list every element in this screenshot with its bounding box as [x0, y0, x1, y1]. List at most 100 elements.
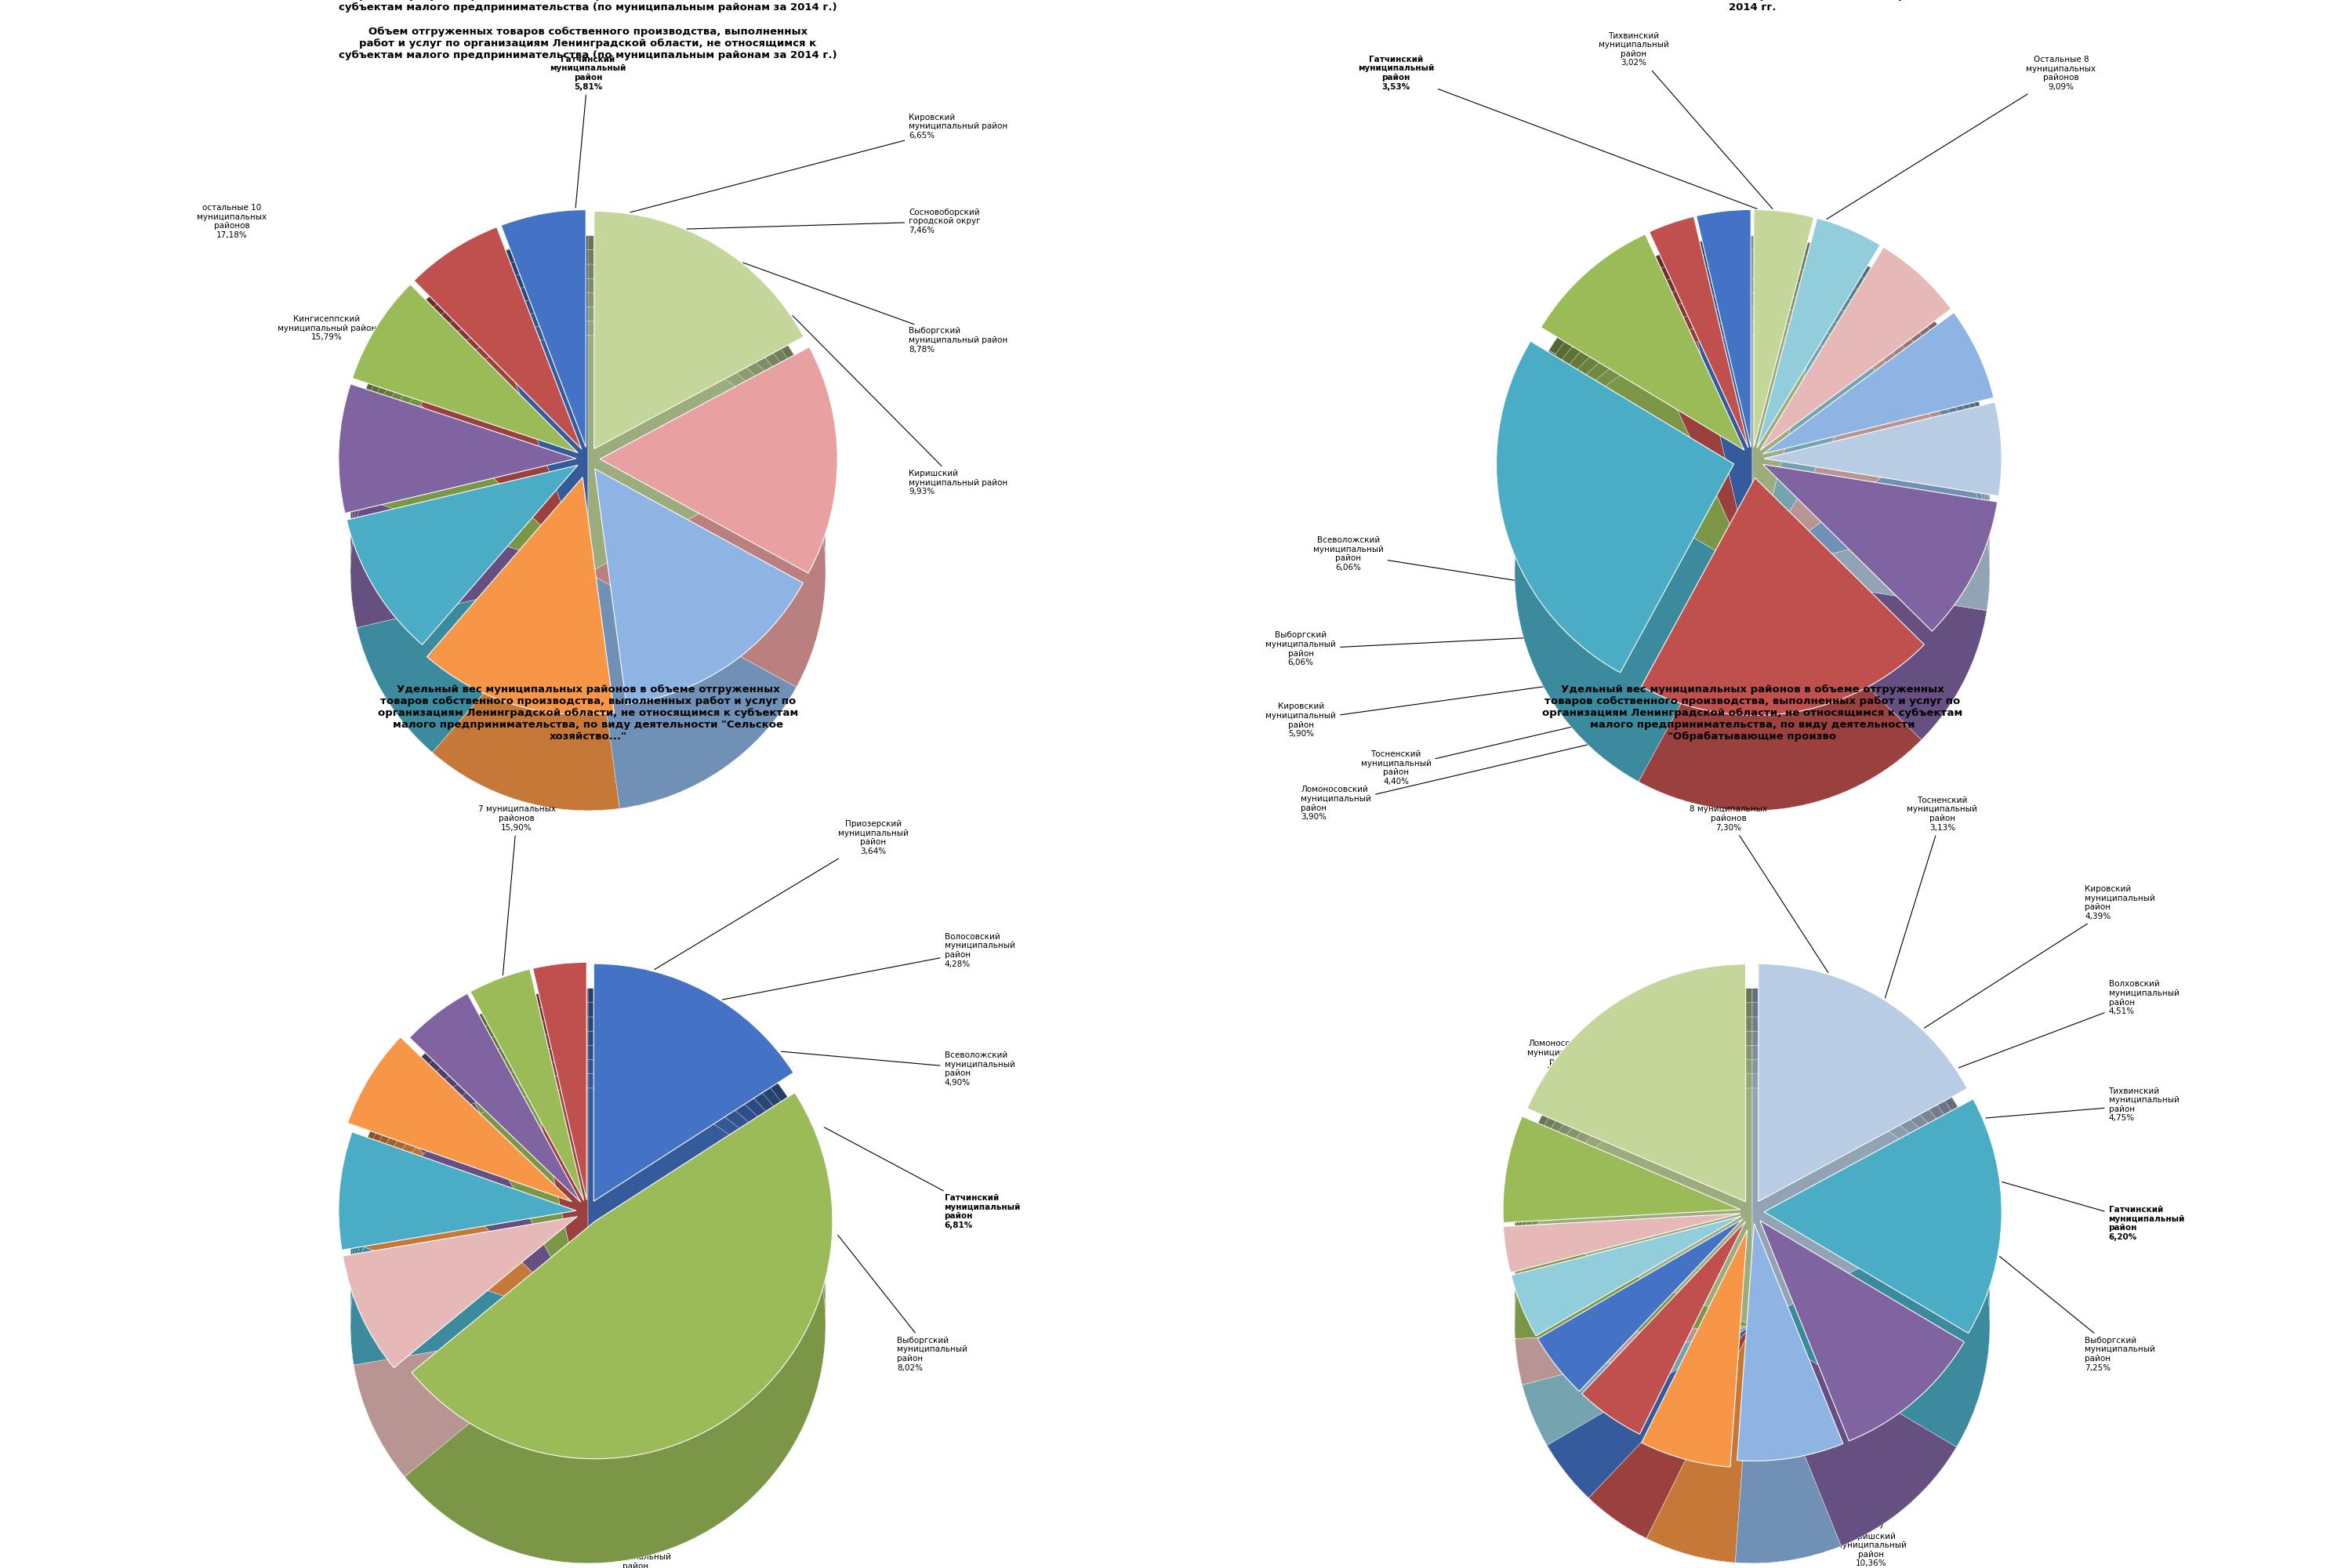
- Wedge shape: [1522, 1311, 1752, 1432]
- Wedge shape: [1512, 1217, 1740, 1336]
- Wedge shape: [588, 249, 797, 488]
- Wedge shape: [1752, 1113, 1990, 1347]
- Wedge shape: [1534, 1016, 1752, 1254]
- Text: остальные 10
муниципальных
районов
17,18%: остальные 10 муниципальных районов 17,18…: [198, 204, 266, 238]
- Wedge shape: [1496, 342, 1733, 673]
- Wedge shape: [470, 969, 583, 1201]
- Wedge shape: [365, 1062, 588, 1226]
- Wedge shape: [1752, 459, 1990, 554]
- Wedge shape: [1752, 1074, 1962, 1311]
- Wedge shape: [1752, 315, 1875, 544]
- Text: Гатчинский
муниципальный
район
5,81%: Гатчинский муниципальный район 5,81%: [550, 55, 626, 207]
- Wedge shape: [353, 1297, 588, 1449]
- Wedge shape: [1548, 1254, 1752, 1427]
- Wedge shape: [350, 1162, 588, 1279]
- Wedge shape: [350, 1232, 588, 1352]
- Wedge shape: [1752, 257, 1875, 488]
- Wedge shape: [1752, 284, 1943, 488]
- Wedge shape: [1759, 1220, 1964, 1441]
- Text: Всеволожский
муниципальный
район
6,06%: Всеволожский муниципальный район 6,06%: [1312, 536, 1534, 583]
- Wedge shape: [365, 1132, 588, 1297]
- Wedge shape: [1653, 241, 1752, 474]
- Wedge shape: [1752, 431, 1983, 572]
- Wedge shape: [365, 1162, 588, 1325]
- Wedge shape: [1752, 558, 1987, 726]
- Wedge shape: [350, 470, 588, 599]
- Wedge shape: [1752, 474, 1987, 640]
- Wedge shape: [475, 1066, 588, 1297]
- Wedge shape: [1534, 1074, 1752, 1311]
- Text: Всеволожский
муниципальный
район
4,90%: Всеволожский муниципальный район 4,90%: [781, 1052, 1014, 1087]
- Wedge shape: [1548, 1297, 1752, 1469]
- Wedge shape: [362, 304, 588, 474]
- Wedge shape: [353, 284, 579, 453]
- Wedge shape: [588, 1088, 788, 1325]
- Wedge shape: [1550, 358, 1752, 572]
- Text: Волховский
муниципальный
район
4,51%: Волховский муниципальный район 4,51%: [1959, 980, 2178, 1068]
- Wedge shape: [421, 265, 588, 488]
- Wedge shape: [600, 347, 837, 574]
- Wedge shape: [1752, 1269, 1957, 1490]
- Wedge shape: [1653, 342, 1752, 572]
- Wedge shape: [353, 1240, 588, 1391]
- Wedge shape: [1752, 263, 1813, 502]
- Wedge shape: [353, 1254, 588, 1405]
- Wedge shape: [534, 1074, 588, 1311]
- Wedge shape: [1752, 279, 1813, 516]
- Wedge shape: [475, 1038, 588, 1269]
- Wedge shape: [1752, 1184, 1990, 1419]
- Wedge shape: [1752, 243, 1875, 474]
- Wedge shape: [1698, 336, 1752, 572]
- Wedge shape: [1503, 1116, 1740, 1223]
- Wedge shape: [1698, 307, 1752, 544]
- Wedge shape: [588, 988, 788, 1226]
- Wedge shape: [433, 572, 619, 811]
- Text: Гатчинский
муниципальный
район
6,20%: Гатчинский муниципальный район 6,20%: [2002, 1182, 2185, 1242]
- Wedge shape: [1515, 1325, 1752, 1385]
- Wedge shape: [350, 426, 588, 557]
- Wedge shape: [1752, 1198, 1990, 1433]
- Wedge shape: [1526, 964, 1745, 1201]
- Text: 8 муниципальных
районов
7,30%: 8 муниципальных районов 7,30%: [1689, 806, 1828, 972]
- Wedge shape: [588, 405, 826, 630]
- Text: Кингисеппский
муниципальный
район
19,65%: Кингисеппский муниципальный район 19,65%: [1762, 608, 1837, 643]
- Wedge shape: [1515, 1232, 1752, 1339]
- Wedge shape: [1515, 379, 1752, 710]
- Wedge shape: [1548, 1240, 1752, 1413]
- Wedge shape: [1698, 321, 1752, 558]
- Wedge shape: [433, 530, 619, 768]
- Wedge shape: [353, 1311, 588, 1463]
- Wedge shape: [1752, 1060, 1962, 1297]
- Wedge shape: [534, 963, 586, 1200]
- Wedge shape: [421, 309, 588, 530]
- Wedge shape: [1534, 1060, 1752, 1297]
- Wedge shape: [1752, 516, 1987, 682]
- Wedge shape: [1550, 271, 1752, 488]
- Wedge shape: [1752, 298, 1943, 502]
- Wedge shape: [353, 1226, 588, 1377]
- Wedge shape: [1752, 1297, 1957, 1518]
- Wedge shape: [1646, 1240, 1752, 1477]
- Text: Кировский
муниципальный район
6,65%: Кировский муниципальный район 6,65%: [630, 113, 1007, 212]
- Wedge shape: [1736, 1283, 1842, 1521]
- Wedge shape: [1752, 488, 1987, 654]
- Wedge shape: [1752, 356, 1943, 558]
- Wedge shape: [1639, 516, 1922, 754]
- Text: Гатчинский
муниципальный
район
6,81%: Гатчинский муниципальный район 6,81%: [823, 1127, 1021, 1229]
- Wedge shape: [416, 1102, 588, 1311]
- Wedge shape: [503, 249, 588, 488]
- Wedge shape: [358, 572, 588, 753]
- Wedge shape: [1752, 307, 1813, 544]
- Wedge shape: [1646, 1226, 1752, 1463]
- Wedge shape: [433, 488, 619, 724]
- Wedge shape: [353, 1325, 588, 1477]
- Wedge shape: [1588, 1240, 1752, 1454]
- Wedge shape: [588, 390, 826, 616]
- Wedge shape: [588, 544, 797, 779]
- Wedge shape: [346, 466, 579, 644]
- Text: Кировский
муниципальный
район
5,90%: Кировский муниципальный район 5,90%: [1265, 676, 1625, 739]
- Wedge shape: [1752, 1002, 1962, 1240]
- Wedge shape: [1515, 1146, 1752, 1253]
- Wedge shape: [588, 516, 797, 751]
- Wedge shape: [433, 544, 619, 782]
